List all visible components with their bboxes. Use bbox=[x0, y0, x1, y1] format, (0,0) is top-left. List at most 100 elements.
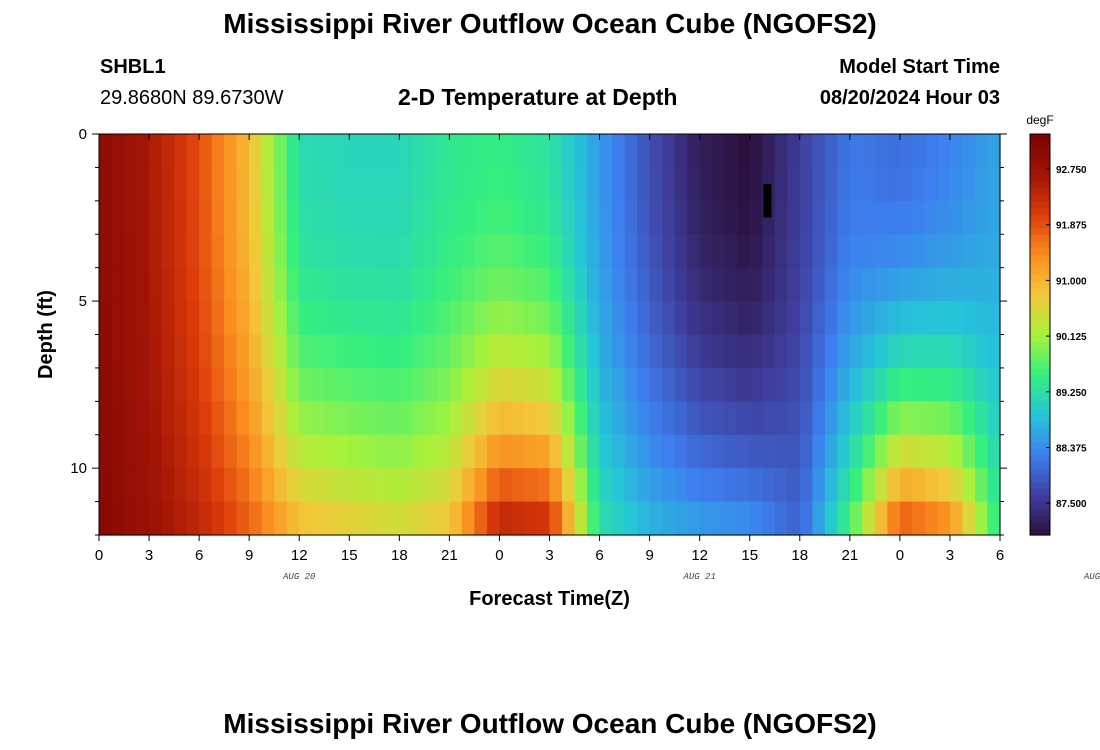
heatmap-cell bbox=[899, 401, 913, 436]
heatmap-cell bbox=[174, 367, 188, 402]
x-tick-label: 3 bbox=[946, 547, 954, 564]
heatmap-cell bbox=[211, 501, 225, 536]
x-tick-label: 21 bbox=[441, 547, 458, 564]
heatmap-cell bbox=[837, 134, 851, 169]
heatmap-cell bbox=[461, 434, 476, 469]
heatmap-cell bbox=[386, 334, 400, 369]
heatmap-cell bbox=[449, 301, 463, 336]
heatmap-cell bbox=[699, 334, 713, 369]
heatmap-cell bbox=[261, 367, 275, 402]
heatmap-cell bbox=[649, 468, 663, 503]
heatmap-cell bbox=[374, 301, 388, 336]
heatmap-cell bbox=[136, 134, 150, 169]
heatmap-cell bbox=[449, 367, 463, 402]
heatmap-cell bbox=[324, 134, 338, 169]
heatmap-cell bbox=[511, 367, 526, 402]
heatmap-cell bbox=[261, 200, 275, 235]
heatmap-cell bbox=[474, 301, 488, 336]
heatmap-cell bbox=[99, 468, 113, 503]
marker-bar bbox=[763, 184, 772, 218]
heatmap-cell bbox=[887, 367, 901, 402]
heatmap-cell bbox=[261, 401, 275, 436]
heatmap-cell bbox=[411, 134, 425, 169]
colorbar-segment bbox=[1030, 347, 1050, 356]
heatmap-cell bbox=[912, 468, 926, 503]
heatmap-cell bbox=[199, 200, 213, 235]
heatmap-cell bbox=[499, 234, 513, 269]
colorbar-segment bbox=[1030, 314, 1050, 322]
heatmap-cell bbox=[687, 434, 701, 469]
heatmap-cell bbox=[374, 200, 388, 235]
heatmap-cell bbox=[236, 367, 250, 402]
heatmap-cell bbox=[99, 401, 113, 436]
heatmap-cell bbox=[461, 468, 476, 503]
heatmap-cell bbox=[987, 468, 1001, 503]
heatmap-cell bbox=[787, 367, 801, 402]
heatmap-cell bbox=[587, 234, 601, 269]
heatmap-cell bbox=[211, 167, 225, 202]
heatmap-cell bbox=[424, 401, 438, 436]
heatmap-cell bbox=[411, 434, 425, 469]
colorbar-segment bbox=[1030, 220, 1050, 229]
heatmap-cell bbox=[449, 134, 463, 169]
heatmap-cell bbox=[924, 134, 939, 169]
heatmap-cell bbox=[536, 401, 551, 436]
heatmap-cell bbox=[499, 334, 513, 369]
heatmap-cell bbox=[987, 434, 1001, 469]
heatmap-cell bbox=[799, 301, 813, 336]
heatmap-cell bbox=[99, 501, 113, 536]
heatmap-cell bbox=[286, 501, 300, 536]
heatmap-cell bbox=[436, 267, 450, 302]
colorbar-segment bbox=[1030, 301, 1050, 309]
heatmap-cell bbox=[474, 334, 488, 369]
heatmap-cell bbox=[799, 367, 813, 402]
heatmap-cell bbox=[349, 301, 363, 336]
heatmap-cell bbox=[324, 367, 338, 402]
heatmap-cell bbox=[562, 301, 576, 336]
heatmap-cell bbox=[799, 401, 813, 436]
heatmap-cell bbox=[737, 301, 751, 336]
heatmap-cell bbox=[974, 200, 989, 235]
heatmap-cell bbox=[436, 434, 450, 469]
heatmap-cell bbox=[524, 501, 538, 536]
heatmap-cell bbox=[899, 134, 913, 169]
colorbar-segment bbox=[1030, 134, 1050, 142]
heatmap-cell bbox=[336, 501, 350, 536]
heatmap-cell bbox=[261, 501, 275, 536]
colorbar-segment bbox=[1030, 287, 1050, 295]
heatmap-cell bbox=[587, 301, 601, 336]
heatmap-cell bbox=[737, 267, 751, 302]
heatmap-cell bbox=[436, 167, 450, 202]
heatmap-cell bbox=[111, 434, 125, 469]
heatmap-cell bbox=[361, 468, 375, 503]
heatmap-cell bbox=[787, 301, 801, 336]
heatmap-cell bbox=[349, 434, 363, 469]
heatmap-cell bbox=[587, 468, 601, 503]
heatmap-cell bbox=[249, 501, 263, 536]
heatmap-cell bbox=[774, 234, 788, 269]
colorbar-segment bbox=[1030, 494, 1050, 503]
heatmap-cell bbox=[549, 167, 563, 202]
heatmap-cell bbox=[524, 401, 538, 436]
heatmap-cell bbox=[149, 301, 163, 336]
heatmap-cell bbox=[624, 167, 638, 202]
heatmap-cell bbox=[324, 301, 338, 336]
heatmap-cell bbox=[349, 167, 363, 202]
heatmap-cell bbox=[949, 334, 964, 369]
heatmap-cell bbox=[549, 301, 563, 336]
heatmap-cell bbox=[386, 401, 400, 436]
colorbar-segment bbox=[1030, 501, 1050, 509]
heatmap-cell bbox=[274, 334, 288, 369]
x-tick-label: 6 bbox=[595, 547, 603, 564]
heatmap-cell bbox=[637, 501, 651, 536]
heatmap-cell bbox=[949, 367, 964, 402]
heatmap-cell bbox=[812, 367, 826, 402]
colorbar-segment bbox=[1030, 174, 1050, 182]
heatmap-cell bbox=[499, 200, 513, 235]
heatmap-cell bbox=[211, 401, 225, 436]
heatmap-cell bbox=[174, 301, 188, 336]
colorbar-segment bbox=[1030, 454, 1050, 463]
heatmap-cell bbox=[824, 301, 838, 336]
heatmap-cell bbox=[874, 267, 888, 302]
heatmap-cell bbox=[124, 401, 138, 436]
